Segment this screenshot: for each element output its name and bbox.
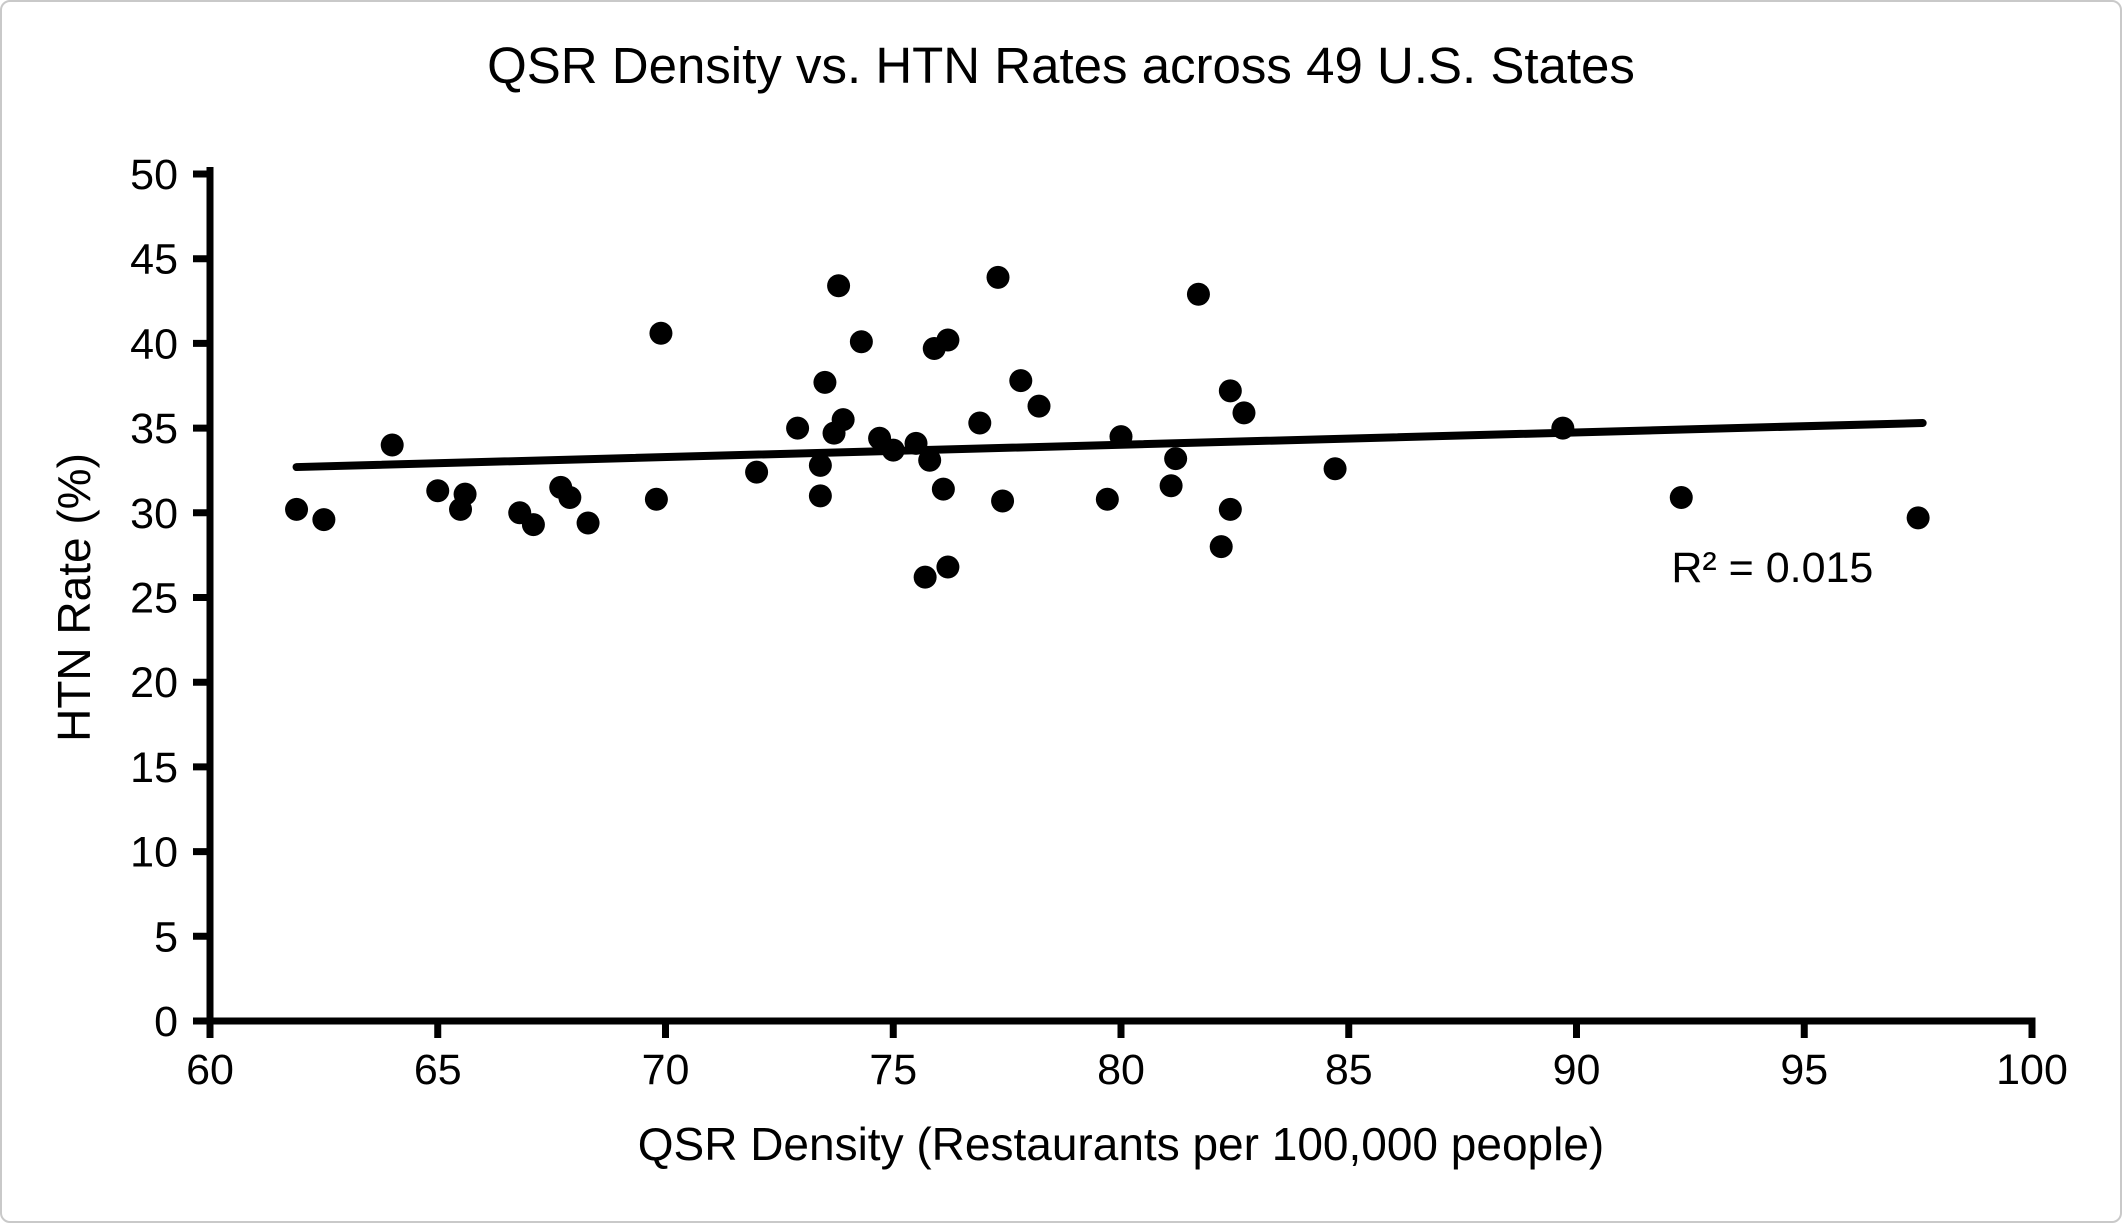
data-point [918,448,942,472]
data-point [745,460,769,484]
data-point [1323,457,1347,481]
data-point [285,497,309,521]
data-point [786,416,810,440]
y-tick-label: 20 [130,659,178,707]
data-point [521,513,545,537]
data-point [558,486,582,510]
data-point [453,482,477,506]
data-point [1218,497,1242,521]
data-point [991,489,1015,513]
data-point [426,479,450,503]
y-tick-label: 40 [130,320,178,368]
data-point [644,487,668,511]
data-point [1551,416,1575,440]
data-point [576,511,600,535]
x-tick-label: 75 [869,1046,917,1094]
y-tick-label: 35 [130,405,178,453]
chart-title: QSR Density vs. HTN Rates across 49 U.S.… [487,37,1635,94]
x-tick-label: 80 [1097,1046,1145,1094]
data-point [931,477,955,501]
data-point [968,411,992,435]
data-point [808,484,832,508]
x-tick-label: 70 [642,1046,690,1094]
trend-line [292,419,1927,472]
y-tick-label: 15 [130,744,178,792]
data-point [649,321,673,345]
x-axis-title: QSR Density (Restaurants per 100,000 peo… [638,1118,1605,1170]
x-tick-label: 65 [414,1046,462,1094]
data-point [1232,401,1256,425]
data-point [1669,486,1693,510]
data-point [380,433,404,457]
data-point [1027,394,1051,418]
y-tick-label: 0 [154,998,178,1046]
data-point [1009,369,1033,393]
data-point [986,265,1010,289]
data-point [831,408,855,432]
data-point [904,431,928,455]
y-tick-label: 10 [130,829,178,877]
x-tick-label: 95 [1780,1046,1828,1094]
data-point [312,508,336,532]
y-tick-label: 25 [130,575,178,623]
r-squared-label: R² = 0.015 [1671,544,1873,592]
data-point [936,328,960,352]
x-tick-label: 85 [1325,1046,1373,1094]
data-point [1164,447,1188,471]
y-tick-label: 50 [130,151,178,199]
data-point [849,330,873,354]
data-point [827,274,851,298]
data-point [808,453,832,477]
data-point [1906,506,1930,530]
x-tick-label: 60 [186,1046,234,1094]
data-point [881,438,905,462]
data-point [1095,487,1119,511]
data-point [1109,425,1133,449]
data-point [936,555,960,579]
data-point [813,370,837,394]
y-tick-label: 30 [130,490,178,538]
data-point [1159,474,1183,498]
data-point [913,565,937,589]
y-axis-title: HTN Rate (%) [48,453,100,742]
y-tick-label: 5 [154,913,178,961]
data-point [1218,379,1242,403]
data-point [1186,282,1210,306]
x-tick-label: 100 [1996,1046,2068,1094]
y-tick-label: 45 [130,236,178,284]
data-point [1209,535,1233,559]
x-tick-label: 90 [1553,1046,1601,1094]
